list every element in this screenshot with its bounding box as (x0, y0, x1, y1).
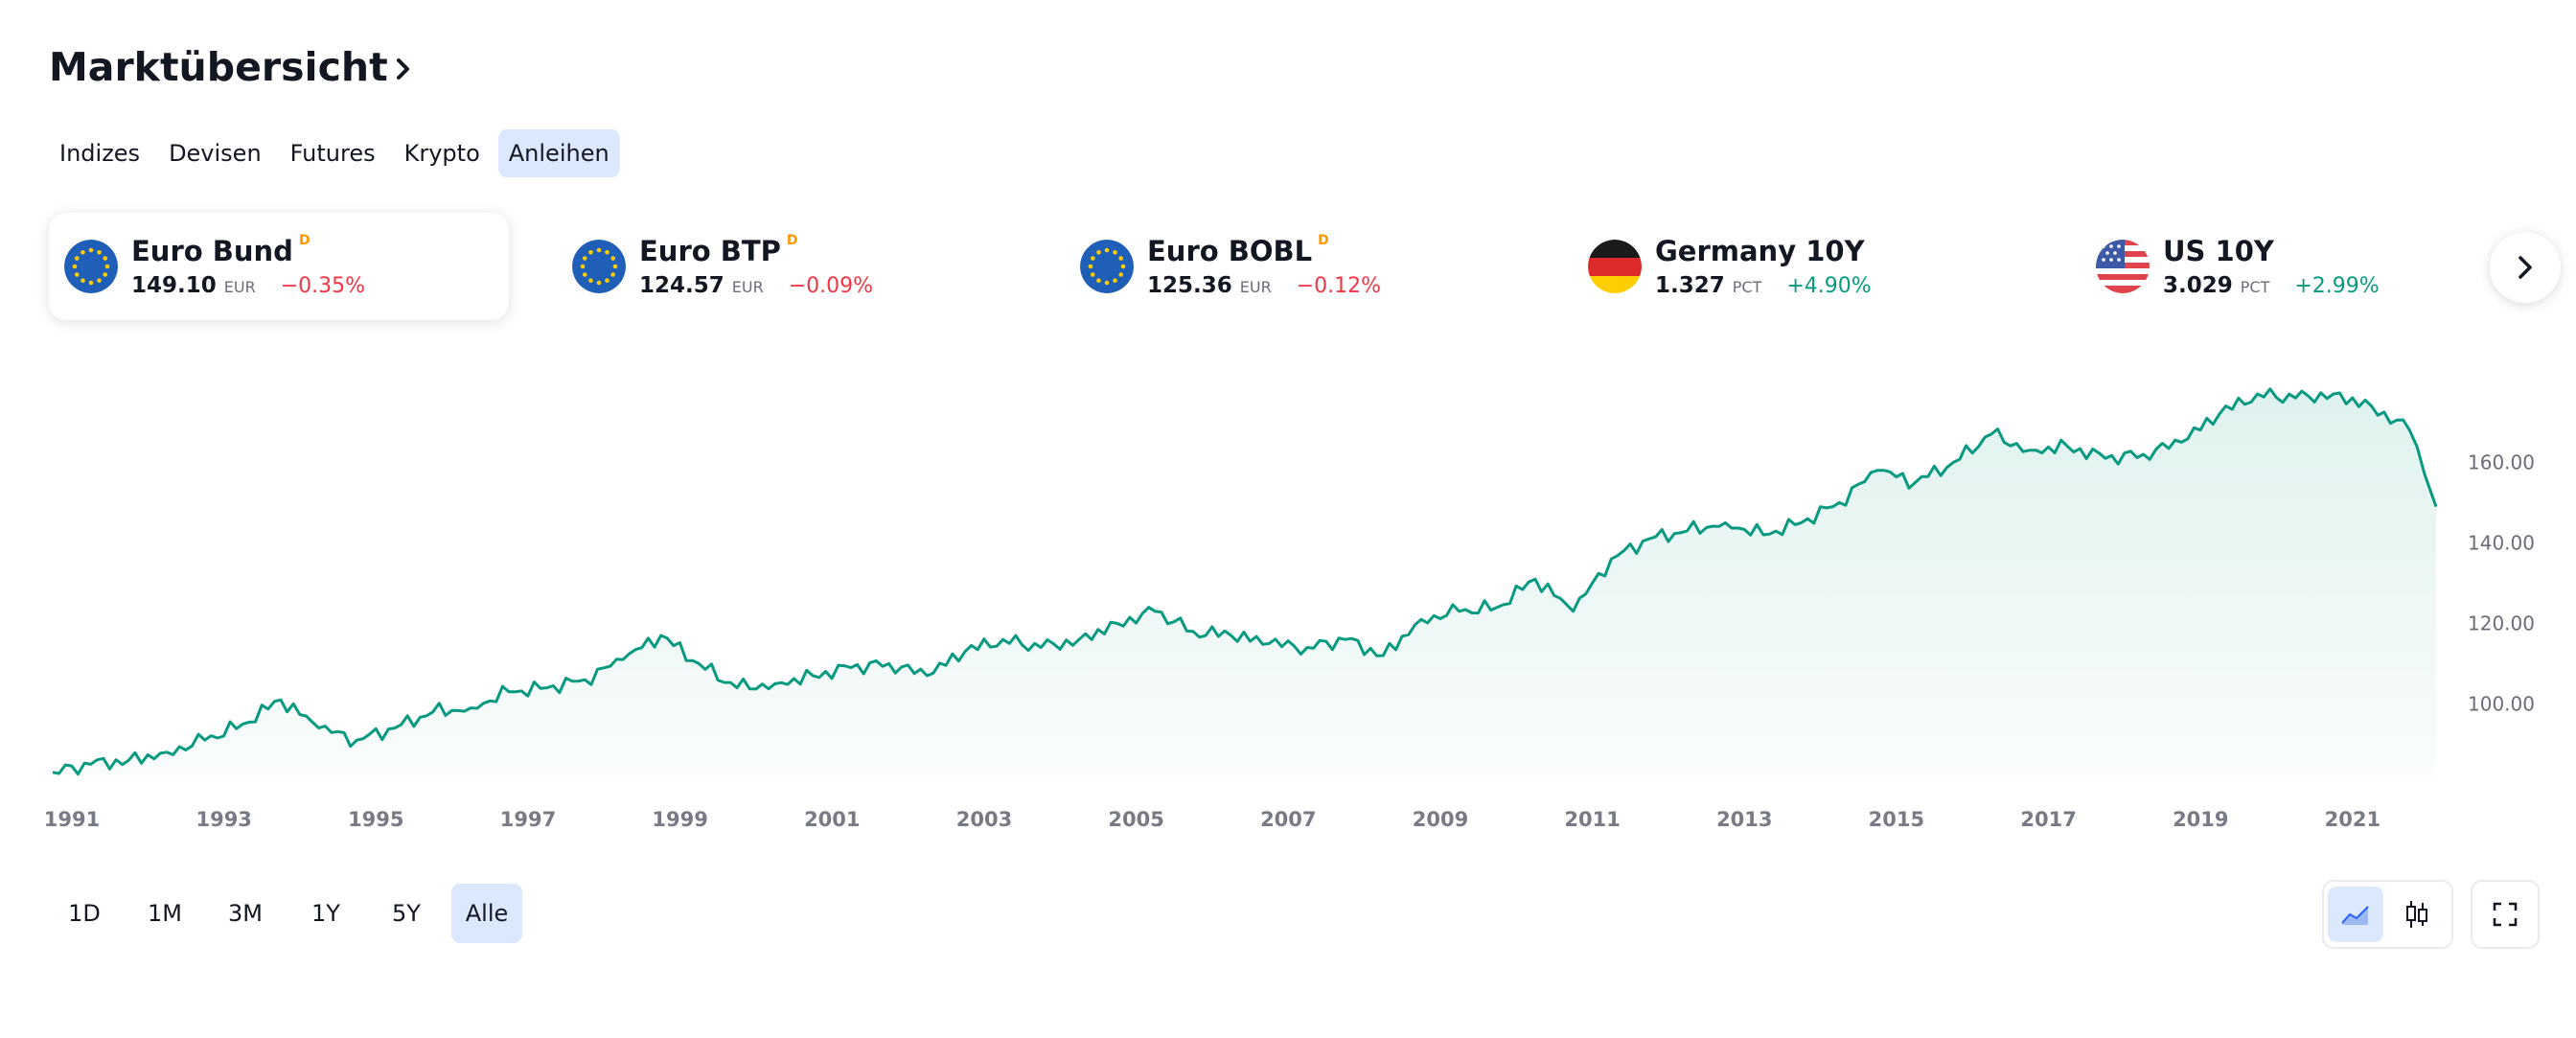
x-tick-label: 1993 (196, 808, 251, 831)
x-tick-label: 2015 (1869, 808, 1924, 831)
symbol-price: 3.029 (2163, 273, 2233, 298)
symbol-change: −0.12% (1296, 274, 1382, 298)
symbol-carousel: Euro Bund D 149.10 EUR −0.35% Euro BTP D 1… (49, 213, 2483, 323)
x-tick-label: 1995 (348, 808, 403, 831)
x-tick-label: 1997 (500, 808, 556, 831)
symbol-change: −0.35% (280, 274, 366, 298)
tab-indizes[interactable]: Indizes (59, 140, 141, 167)
range-5y[interactable]: 5Y (392, 900, 421, 927)
series-line (52, 387, 2438, 776)
symbol-currency: EUR (731, 278, 764, 296)
tab-anleihen[interactable]: Anleihen (497, 129, 620, 177)
chevron-right-icon (2518, 256, 2532, 279)
x-tick-label: 2001 (804, 808, 860, 831)
symbol-price: 1.327 (1655, 273, 1725, 298)
eu-flag-icon (1080, 240, 1134, 293)
x-tick-label: 2017 (2020, 808, 2076, 831)
x-tick-label: 2011 (1564, 808, 1620, 831)
eu-flag-icon (572, 240, 626, 293)
symbol-price: 125.36 (1147, 273, 1232, 298)
carousel-next-button[interactable] (2490, 232, 2561, 303)
x-tick-label: 2005 (1108, 808, 1163, 831)
area-style-button[interactable] (2328, 887, 2383, 942)
area-chart-icon (2341, 906, 2369, 925)
x-tick-label: 2009 (1413, 808, 1468, 831)
x-tick-label: 2007 (1260, 808, 1316, 831)
page-title[interactable]: Marktübersicht (49, 44, 413, 90)
tab-devisen[interactable]: Devisen (169, 140, 262, 167)
symbol-currency: EUR (223, 278, 256, 296)
candle-style-button[interactable] (2389, 887, 2445, 942)
candlestick-icon (2406, 901, 2427, 928)
chevron-right-icon (396, 58, 409, 80)
x-tick-label: 2021 (2325, 808, 2380, 831)
series-area-fill (53, 388, 2436, 776)
x-tick-label: 2003 (956, 808, 1012, 831)
symbol-change: −0.09% (788, 274, 874, 298)
symbol-currency: EUR (1239, 278, 1272, 296)
market-tabs: Indizes Devisen Futures Krypto Anleihen (49, 129, 620, 177)
symbol-price: 124.57 (639, 273, 724, 298)
page-title-text: Marktübersicht (49, 44, 388, 90)
range-selector: 1D 1M 3M 1Y 5Y Alle (49, 884, 522, 943)
delayed-badge: D (298, 233, 310, 248)
fullscreen-button[interactable] (2471, 880, 2540, 949)
symbol-name: Euro BTP (639, 235, 781, 267)
symbol-card-us-10y[interactable]: US 10Y 3.029 PCT +2.99% (2081, 213, 2541, 320)
chart-style-toggle (2322, 880, 2453, 949)
y-tick-label: 100.00 (2468, 692, 2535, 715)
us-flag-icon (2096, 240, 2150, 293)
symbol-card-germany-10y[interactable]: Germany 10Y 1.327 PCT +4.90% (1573, 213, 2033, 320)
range-all[interactable]: Alle (451, 884, 522, 943)
eu-flag-icon (64, 240, 118, 293)
symbol-price: 149.10 (131, 273, 217, 298)
range-1y[interactable]: 1Y (311, 900, 340, 927)
symbol-card-euro-bobl[interactable]: Euro BOBL D 125.36 EUR −0.12% (1065, 213, 1525, 320)
fullscreen-icon (2493, 902, 2518, 927)
y-tick-label: 120.00 (2468, 611, 2535, 634)
tab-krypto[interactable]: Krypto (403, 140, 480, 167)
symbol-currency: PCT (2240, 278, 2270, 296)
symbol-name: Euro Bund (131, 235, 293, 267)
price-chart[interactable]: 100.00 120.00 140.00 160.00 1991 1993 1995 199… (0, 355, 2576, 853)
x-tick-label: 1991 (44, 808, 100, 831)
tab-futures[interactable]: Futures (289, 140, 376, 167)
y-tick-label: 160.00 (2468, 450, 2535, 473)
de-flag-icon (1588, 240, 1642, 293)
symbol-change: +2.99% (2294, 274, 2380, 298)
symbol-name: US 10Y (2163, 235, 2274, 267)
symbol-change: +4.90% (1786, 274, 1872, 298)
delayed-badge: D (786, 233, 798, 248)
range-3m[interactable]: 3M (228, 900, 263, 927)
symbol-currency: PCT (1732, 278, 1762, 296)
symbol-name: Euro BOBL (1147, 235, 1313, 267)
symbol-name: Germany 10Y (1655, 235, 1865, 267)
x-tick-label: 2013 (1716, 808, 1772, 831)
range-1d[interactable]: 1D (68, 900, 101, 927)
x-tick-label: 1999 (652, 808, 707, 831)
delayed-badge: D (1318, 233, 1329, 248)
x-tick-label: 2019 (2173, 808, 2228, 831)
symbol-card-euro-btp[interactable]: Euro BTP D 124.57 EUR −0.09% (557, 213, 1017, 320)
range-1m[interactable]: 1M (148, 900, 182, 927)
y-tick-label: 140.00 (2468, 531, 2535, 554)
symbol-card-euro-bund[interactable]: Euro Bund D 149.10 EUR −0.35% (49, 213, 509, 320)
